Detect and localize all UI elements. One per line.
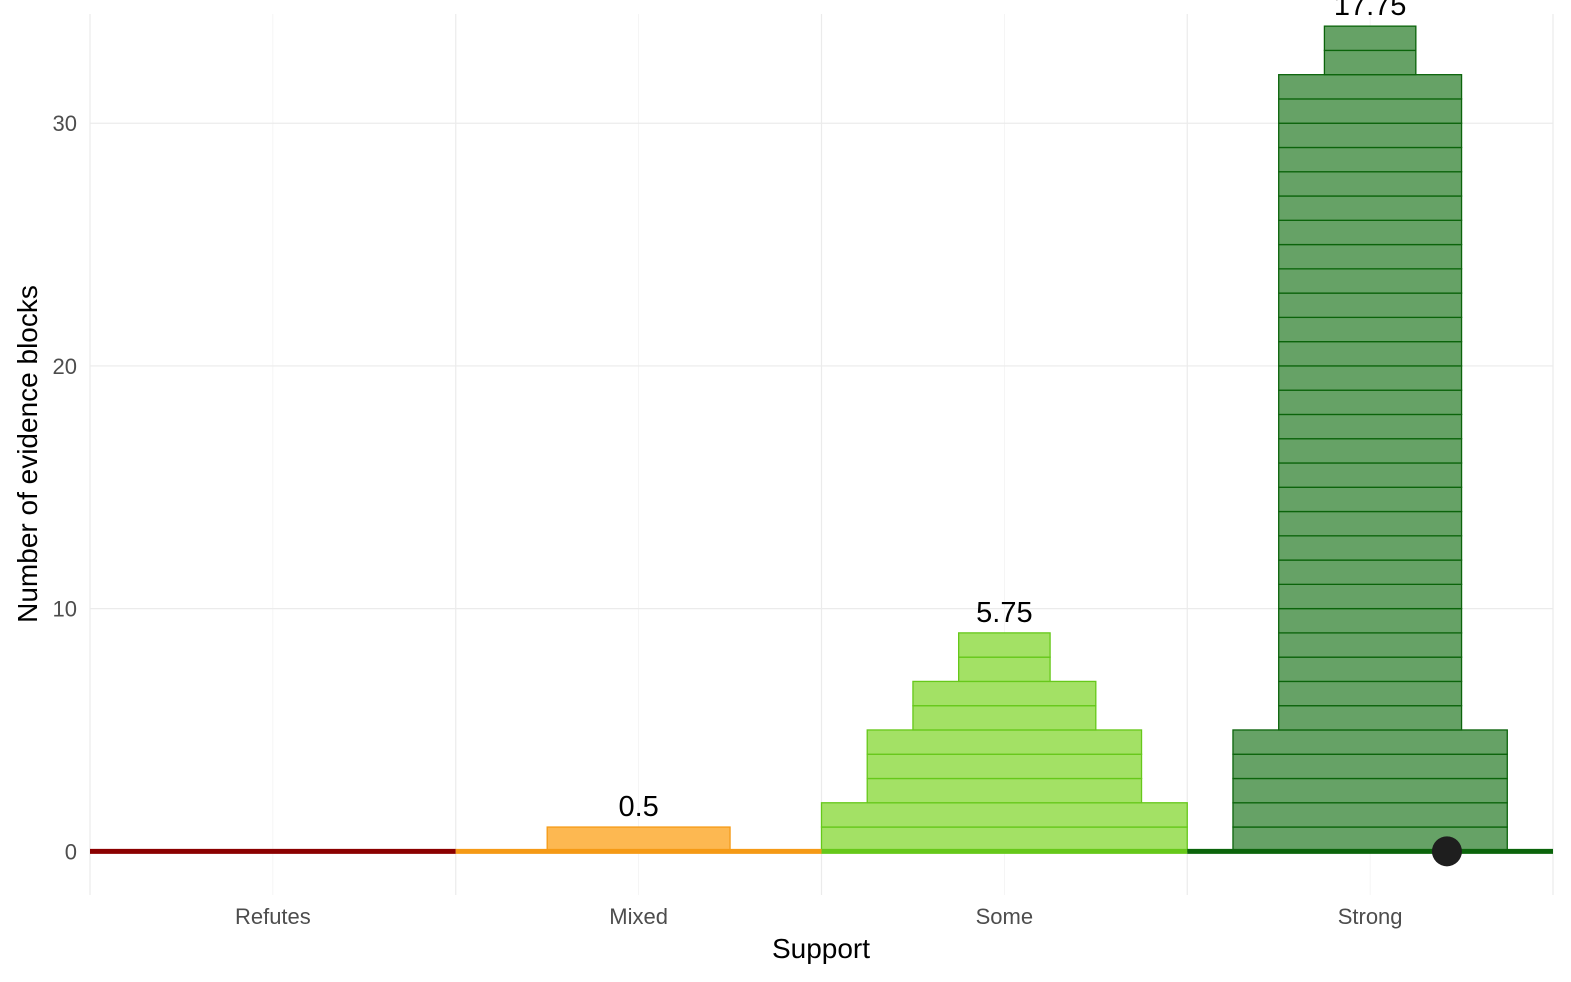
evidence-stacks [546, 25, 1508, 852]
evidence-block-strong [1278, 510, 1463, 537]
evidence-block-strong [1278, 219, 1463, 246]
evidence-block-some [958, 656, 1051, 683]
evidence-block-strong [1278, 316, 1463, 343]
evidence-block-strong [1278, 438, 1463, 464]
value-label-some: 5.75 [976, 597, 1032, 629]
evidence-block-some [958, 632, 1051, 658]
x-axis-title: Support [772, 933, 870, 964]
evidence-block-strong [1278, 98, 1463, 124]
value-label-strong: 17.75 [1334, 0, 1407, 22]
x-tick-label-mixed: Mixed [609, 904, 668, 929]
evidence-block-strong [1278, 74, 1463, 100]
evidence-block-strong [1278, 413, 1463, 440]
marker-layer [1431, 836, 1462, 867]
evidence-block-strong [1278, 583, 1463, 610]
evidence-block-strong [1278, 365, 1463, 391]
value-label-mixed: 0.5 [618, 791, 658, 823]
y-tick-label: 30 [53, 111, 77, 136]
evidence-block-strong [1278, 171, 1463, 197]
evidence-block-strong [1278, 268, 1463, 294]
evidence-block-strong [1278, 243, 1463, 270]
evidence-block-some [912, 680, 1097, 707]
evidence-block-strong [1278, 462, 1463, 488]
y-tick-label: 10 [53, 597, 77, 622]
evidence-block-strong [1278, 607, 1463, 634]
evidence-block-strong [1232, 802, 1508, 828]
evidence-block-some [866, 729, 1143, 755]
evidence-block-strong [1278, 705, 1463, 731]
evidence-block-some [820, 802, 1188, 828]
evidence-block-strong [1232, 826, 1508, 852]
evidence-block-mixed [546, 826, 731, 852]
evidence-block-strong [1278, 292, 1463, 319]
evidence-block-strong [1278, 632, 1463, 658]
y-axis-title: Number of evidence blocks [12, 285, 43, 623]
y-tick-label: 0 [65, 839, 77, 864]
evidence-block-strong [1278, 389, 1463, 416]
y-axis-ticks: 0 10 20 30 [53, 111, 77, 864]
evidence-block-strong [1278, 122, 1463, 149]
evidence-block-strong [1278, 656, 1463, 683]
x-tick-label-some: Some [976, 904, 1033, 929]
x-tick-label-strong: Strong [1338, 904, 1403, 929]
evidence-block-strong [1278, 486, 1463, 513]
evidence-block-strong [1278, 146, 1463, 173]
y-tick-label: 20 [53, 354, 77, 379]
evidence-block-some [820, 826, 1188, 852]
evidence-block-strong [1323, 49, 1417, 76]
evidence-block-strong [1278, 535, 1463, 561]
evidence-block-strong [1278, 680, 1463, 707]
evidence-block-strong [1278, 340, 1463, 367]
evidence-block-strong [1278, 195, 1463, 221]
data-labels: 0.5 5.75 17.75 [618, 0, 1406, 823]
evidence-block-strong [1232, 753, 1508, 780]
evidence-block-strong [1232, 777, 1508, 804]
evidence-block-some [866, 777, 1143, 804]
summary-point-marker [1431, 836, 1462, 867]
x-axis-ticks: Refutes Mixed Some Strong [235, 904, 1403, 929]
x-tick-label-refutes: Refutes [235, 904, 311, 929]
evidence-block-strong [1232, 729, 1508, 755]
evidence-block-some [912, 705, 1097, 731]
evidence-block-strong [1323, 25, 1417, 52]
evidence-block-strong [1278, 559, 1463, 585]
evidence-block-some [866, 753, 1143, 780]
